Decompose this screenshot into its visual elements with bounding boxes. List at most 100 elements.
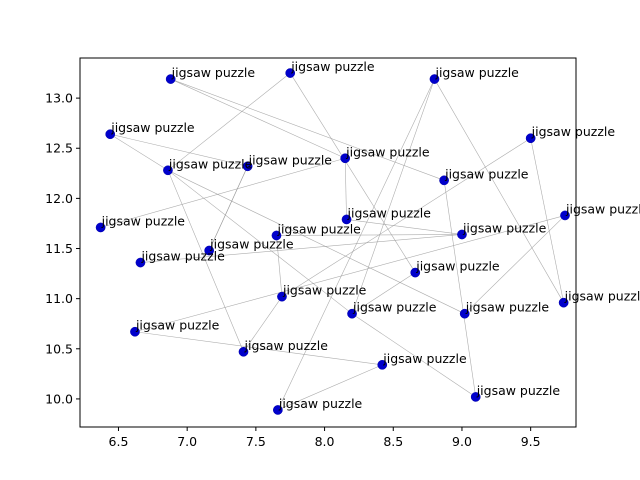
point-label: jigsaw puzzle xyxy=(462,220,547,235)
edge-line xyxy=(276,235,283,297)
edge-line xyxy=(100,157,346,228)
point-label: jigsaw puzzle xyxy=(278,396,363,411)
edge-line xyxy=(167,170,465,314)
point-label: jigsaw puzzle xyxy=(465,300,550,315)
data-point xyxy=(273,405,283,415)
edge-line xyxy=(464,215,566,314)
y-tick-label: 11.5 xyxy=(45,241,73,256)
data-point xyxy=(525,133,536,144)
edge-line xyxy=(134,215,566,333)
point-label: jigsaw puzzle xyxy=(290,59,375,74)
y-tick-label: 12.5 xyxy=(45,141,73,156)
edge-line xyxy=(167,72,291,171)
point-label: jigsaw puzzle xyxy=(135,318,220,333)
x-tick-label: 9.5 xyxy=(521,434,541,449)
point-label: jigsaw puzzle xyxy=(347,205,432,220)
edge-line xyxy=(167,170,244,352)
edge-line xyxy=(277,364,383,411)
data-point xyxy=(135,257,146,268)
point-label: jigsaw puzzle xyxy=(565,201,640,216)
data-point xyxy=(457,229,467,240)
point-label: jigsaw puzzle xyxy=(531,124,616,139)
data-point xyxy=(95,222,106,233)
point-label: jigsaw puzzle xyxy=(101,213,186,228)
edge-line xyxy=(344,158,347,220)
point-label: jigsaw puzzle xyxy=(434,65,519,80)
data-point xyxy=(340,153,351,164)
x-tick-label: 8.5 xyxy=(383,434,403,449)
point-label: jigsaw puzzle xyxy=(444,166,529,181)
point-label: jigsaw puzzle xyxy=(476,383,561,398)
edge-line xyxy=(351,78,435,314)
edges-layer xyxy=(100,72,566,411)
edge-line xyxy=(434,78,564,303)
data-point xyxy=(558,297,569,308)
data-point xyxy=(238,346,249,357)
data-point xyxy=(163,165,173,176)
point-label: jigsaw puzzle xyxy=(244,338,329,353)
data-point xyxy=(410,267,421,278)
data-point xyxy=(130,326,140,337)
point-label: jigsaw puzzle xyxy=(276,221,361,236)
edge-line xyxy=(208,166,248,251)
x-tick-label: 6.5 xyxy=(109,434,129,449)
point-label: jigsaw puzzle xyxy=(382,351,467,366)
y-tick-label: 10.0 xyxy=(45,391,73,406)
edge-line xyxy=(170,78,346,159)
data-point xyxy=(377,359,388,370)
edge-line xyxy=(289,72,416,273)
edge-line xyxy=(110,133,248,167)
data-point xyxy=(204,245,215,256)
point-label: jigsaw puzzle xyxy=(282,283,367,298)
data-point xyxy=(242,161,253,172)
x-axis-ticks: 6.5 7.0 7.5 8.0 8.5 9.0 9.5 xyxy=(109,427,541,449)
data-point xyxy=(277,291,287,302)
edge-line xyxy=(167,170,353,314)
point-label: jigsaw puzzle xyxy=(345,144,430,159)
point-label: jigsaw puzzle xyxy=(140,249,225,264)
edge-line xyxy=(140,234,462,263)
edge-line xyxy=(277,78,435,411)
y-tick-label: 12.0 xyxy=(45,191,73,206)
edge-line xyxy=(281,137,531,297)
y-tick-label: 13.0 xyxy=(45,91,73,106)
data-point xyxy=(470,392,481,402)
data-point xyxy=(285,68,296,78)
x-tick-label: 7.5 xyxy=(246,434,266,449)
data-point xyxy=(105,129,116,140)
point-label: jigsaw puzzle xyxy=(209,237,294,252)
plot-area-frame xyxy=(79,57,577,428)
points-layer xyxy=(95,68,570,415)
data-point xyxy=(271,230,282,241)
edge-line xyxy=(170,78,445,181)
edge-line xyxy=(276,234,462,236)
point-label: jigsaw puzzle xyxy=(564,289,640,304)
data-point xyxy=(429,74,440,84)
data-point xyxy=(459,308,470,319)
x-tick-label: 7.0 xyxy=(177,434,197,449)
y-tick-label: 10.5 xyxy=(45,341,73,356)
point-label: jigsaw puzzle xyxy=(352,300,437,315)
x-tick-label: 8.0 xyxy=(315,434,335,449)
y-tick-label: 11.0 xyxy=(45,291,73,306)
point-label: jigsaw puzzle xyxy=(110,120,195,135)
point-label: jigsaw puzzle xyxy=(248,152,333,167)
edge-line xyxy=(243,296,283,352)
point-label: jigsaw puzzle xyxy=(168,156,253,171)
edge-line xyxy=(110,133,169,171)
edge-line xyxy=(443,180,476,397)
x-tick-label: 9.0 xyxy=(452,434,472,449)
edge-line xyxy=(351,272,416,314)
edge-line xyxy=(134,331,383,366)
data-point xyxy=(165,74,176,84)
y-axis-ticks: 10.0 10.5 11.0 11.5 12.0 12.5 13.0 xyxy=(45,91,80,406)
edge-line xyxy=(351,313,476,398)
data-point xyxy=(439,175,449,186)
data-point xyxy=(560,210,570,221)
point-labels-layer: jigsaw puzzle jigsaw puzzle jigsaw puzzlej… xyxy=(101,59,640,411)
point-label: jigsaw puzzle xyxy=(171,65,256,80)
data-point xyxy=(341,214,352,225)
point-label: jigsaw puzzle xyxy=(415,259,500,274)
